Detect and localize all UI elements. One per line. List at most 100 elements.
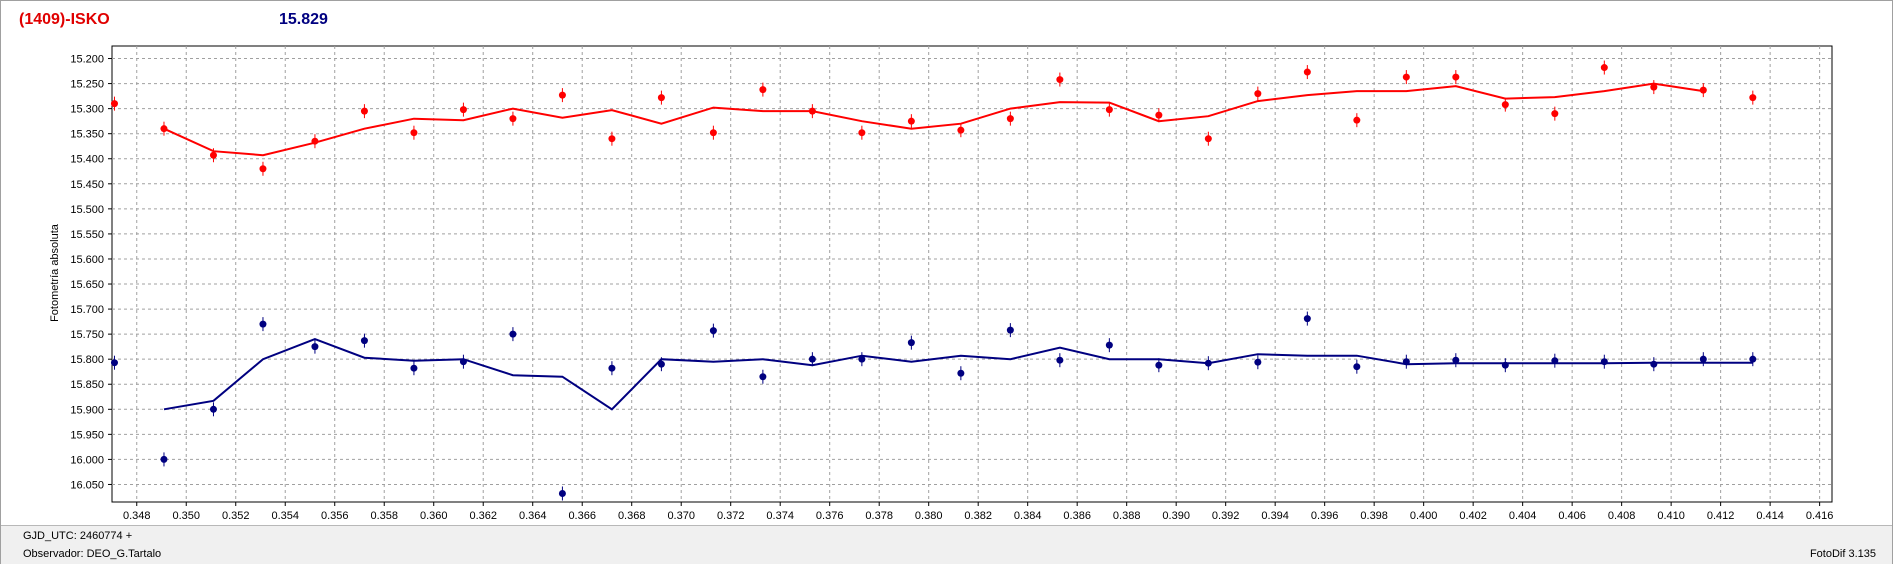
series-2-point — [1699, 352, 1707, 367]
series-1-point — [509, 111, 517, 126]
y-axis-label: Fotometría absoluta — [49, 223, 61, 322]
series-2-point — [759, 369, 767, 384]
series-1-point — [1353, 113, 1361, 128]
series-1-point — [608, 131, 616, 146]
series-2-point — [1303, 311, 1311, 326]
x-tick-label: 0.390 — [1162, 510, 1190, 522]
x-tick-label: 0.372 — [717, 510, 745, 522]
series-1-point — [1402, 70, 1410, 85]
series-2-point — [657, 357, 665, 372]
gjd-label: GJD_UTC: 2460774 + — [23, 530, 133, 542]
series-2-point — [1402, 354, 1410, 369]
y-tick-label: 15.500 — [70, 204, 104, 216]
series-1-point — [957, 123, 965, 138]
x-tick-label: 0.412 — [1707, 510, 1735, 522]
y-tick-label: 15.250 — [70, 79, 104, 91]
x-tick-label: 0.414 — [1756, 510, 1784, 522]
y-tick-label: 15.900 — [70, 404, 104, 416]
y-tick-label: 15.850 — [70, 379, 104, 391]
series-2-point — [1551, 353, 1559, 368]
series-1-point — [209, 148, 217, 163]
x-tick-label: 0.382 — [964, 510, 992, 522]
status-bar: GJD_UTC: 2460774 + Observador: DEO_G.Tar… — [1, 525, 1892, 564]
series-2-point — [1600, 354, 1608, 369]
photometry-chart[interactable]: 0.348 0.350 0.352 0.354 0.356 0.358 0.360 0.362… — [1, 1, 1892, 525]
series-2-point — [1204, 356, 1212, 371]
y-tick-label: 15.600 — [70, 254, 104, 266]
series-1-point — [1501, 97, 1509, 112]
y-tick-label: 15.650 — [70, 279, 104, 291]
y-tick-label: 16.050 — [70, 479, 104, 491]
series-2-point — [259, 317, 267, 332]
series-1-point — [110, 96, 118, 111]
series-1-point — [1056, 72, 1064, 87]
observer-label: Observador: DEO_G.Tartalo — [23, 548, 162, 560]
x-tick-label: 0.400 — [1410, 510, 1438, 522]
series-2-point — [1501, 358, 1509, 373]
y-tick-label: 15.400 — [70, 154, 104, 166]
series-2-point — [907, 335, 915, 350]
series-1-point — [858, 125, 866, 140]
series-2-point — [509, 327, 517, 342]
x-tick-label: 0.356 — [321, 510, 349, 522]
x-tick-label: 0.388 — [1113, 510, 1141, 522]
series-1-point — [311, 134, 319, 149]
x-tick-label: 0.352 — [222, 510, 250, 522]
x-tick-label: 0.374 — [766, 510, 794, 522]
y-tick-label: 15.700 — [70, 304, 104, 316]
series-2-point — [1155, 358, 1163, 373]
series-2-point — [410, 361, 418, 376]
series-2-point — [608, 361, 616, 376]
x-tick-label: 0.354 — [271, 510, 299, 522]
series-1-point — [259, 161, 267, 176]
x-tick-label: 0.392 — [1212, 510, 1240, 522]
series-1-point — [459, 102, 467, 117]
series-1-point — [360, 104, 368, 119]
series-2-point — [311, 339, 319, 354]
x-tick-label: 0.410 — [1657, 510, 1685, 522]
x-tick-label: 0.362 — [469, 510, 497, 522]
y-tick-label: 15.300 — [70, 104, 104, 116]
x-tick-label: 0.396 — [1311, 510, 1339, 522]
x-tick-label: 0.394 — [1261, 510, 1289, 522]
y-tick-label: 15.550 — [70, 229, 104, 241]
series-1-point — [759, 82, 767, 97]
object-name: (1409)-ISKO — [19, 11, 110, 28]
x-tick-label: 0.348 — [123, 510, 151, 522]
y-tick-label: 15.950 — [70, 429, 104, 441]
y-tick-label: 15.350 — [70, 129, 104, 141]
y-tick-label: 15.200 — [70, 54, 104, 66]
series-2-point — [1105, 338, 1113, 353]
series-1-point — [410, 125, 418, 140]
series-2-point — [110, 355, 118, 370]
series-2-point — [160, 452, 168, 467]
series-1-point — [808, 104, 816, 119]
series-2-point — [1650, 357, 1658, 372]
series-1-point — [1551, 106, 1559, 121]
series-1-point — [1452, 70, 1460, 85]
series-1-point — [1303, 65, 1311, 80]
x-tick-label: 0.406 — [1558, 510, 1586, 522]
series-1-point — [1254, 86, 1262, 101]
series-2-line — [163, 338, 1753, 411]
y-tick-label: 16.000 — [70, 454, 104, 466]
x-tick-label: 0.366 — [568, 510, 596, 522]
version-label: FotoDif 3.135 — [1809, 548, 1876, 560]
x-tick-label: 0.368 — [618, 510, 646, 522]
series-1-point — [1650, 80, 1658, 95]
grid-lines — [112, 46, 1832, 502]
series-1-point — [709, 125, 717, 140]
data-series — [110, 60, 1757, 501]
series-2-point — [1452, 353, 1460, 368]
series-2-point — [808, 352, 816, 367]
x-axis-ticks: 0.348 0.350 0.352 0.354 0.356 0.358 0.360 0.362… — [123, 502, 1833, 522]
series-2-point — [1006, 323, 1014, 338]
series-1-line — [163, 82, 1704, 157]
series-1-point — [1006, 111, 1014, 126]
series-1-point — [1699, 83, 1707, 98]
x-tick-label: 0.376 — [816, 510, 844, 522]
series-2-point — [360, 333, 368, 348]
series-1-point — [1105, 102, 1113, 117]
series-1-point — [1749, 90, 1757, 105]
